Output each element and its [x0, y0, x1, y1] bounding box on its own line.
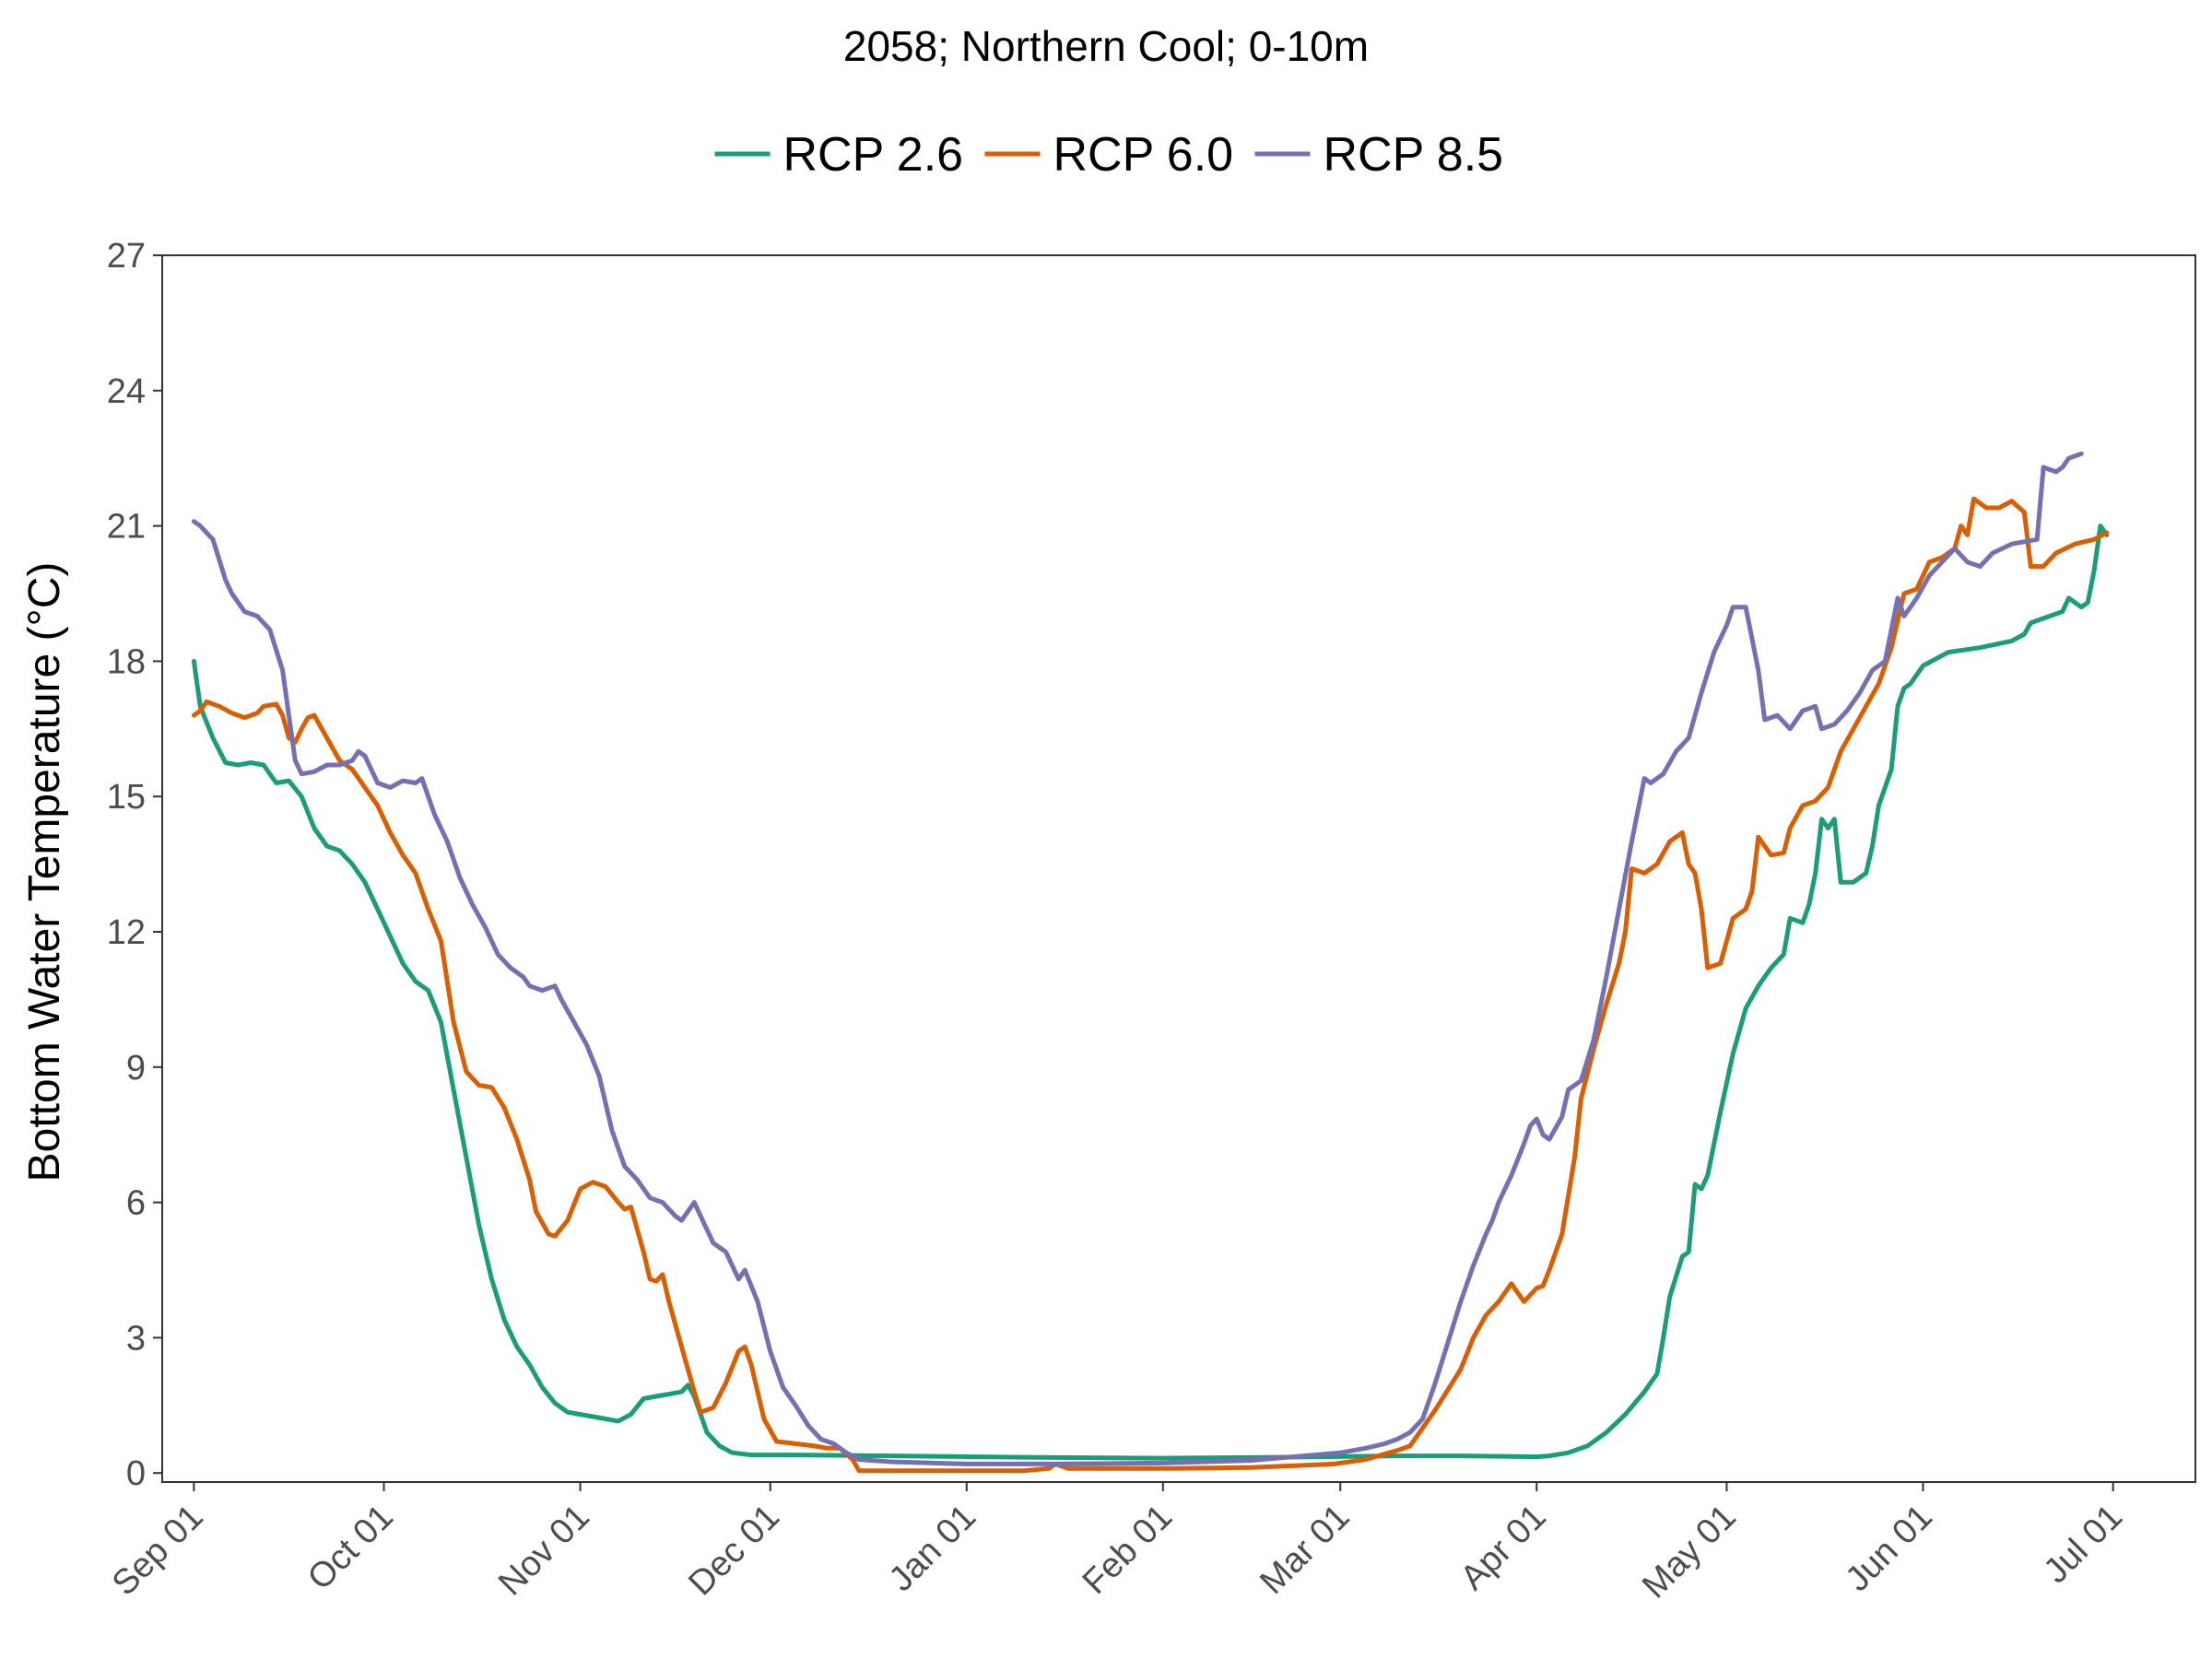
series-line-rcp-6-0 [191, 496, 2110, 1474]
y-tick-label: 3 [126, 1319, 146, 1358]
chart-title: 2058; Northern Cool; 0-10m [843, 22, 1369, 70]
y-tick-label: 6 [126, 1184, 146, 1223]
legend-label-rcp-8-5: RCP 8.5 [1324, 128, 1504, 182]
y-tick-label: 18 [107, 642, 146, 681]
legend-label-rcp-2-6: RCP 2.6 [783, 128, 964, 182]
legend-label-rcp-6-0: RCP 6.0 [1053, 128, 1234, 182]
series-line-rcp-8-5 [191, 451, 2084, 1466]
plot-border [161, 254, 2196, 1483]
y-tick-label: 0 [126, 1454, 146, 1493]
y-axis-title: Bottom Water Temperature (°C) [20, 562, 69, 1182]
y-tick-label: 27 [107, 237, 146, 276]
y-tick-label: 9 [126, 1049, 146, 1088]
series-line-rcp-2-6 [191, 524, 2110, 1461]
legend: RCP 2.6 RCP 6.0 RCP 8.5 [714, 128, 1504, 182]
y-tick-label: 15 [107, 778, 146, 817]
y-tick-label: 24 [107, 372, 146, 411]
y-tick-label: 21 [107, 508, 146, 547]
y-tick-label: 12 [107, 913, 146, 952]
